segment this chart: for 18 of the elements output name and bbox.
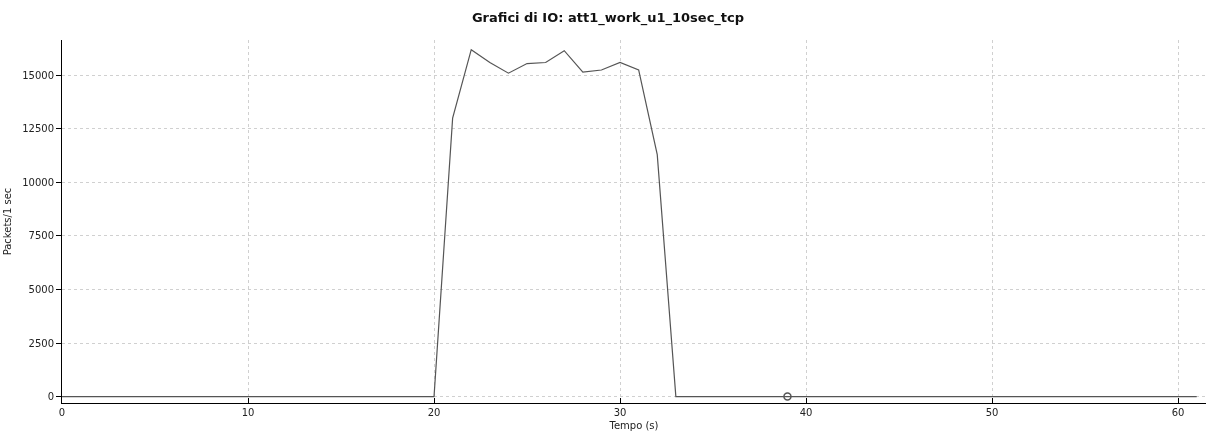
x-tick-label: 50 — [985, 407, 999, 418]
y-tick-label: 10000 — [22, 176, 54, 188]
y-tick-label: 5000 — [28, 284, 54, 295]
x-tick-label: 40 — [799, 407, 813, 418]
y-tick-label: 2500 — [28, 337, 54, 349]
y-tick-label: 12500 — [22, 123, 54, 135]
x-tick-label: 10 — [241, 407, 255, 418]
x-tick-label: 0 — [58, 407, 66, 418]
y-tick-label: 15000 — [22, 69, 54, 81]
y-tick-label: 0 — [47, 391, 54, 403]
x-tick-label: 30 — [613, 407, 627, 418]
line-series — [62, 49, 1198, 398]
x-axis-title: Tempo (s) — [608, 419, 659, 431]
chart-title: Grafici di IO: att1_work_u1_10sec_tcp — [471, 10, 745, 27]
x-tick-label: 60 — [1171, 407, 1185, 418]
x-tick-label: 20 — [427, 407, 441, 418]
y-axis-title: Packets/1 sec — [2, 187, 14, 256]
y-tick-label: 7500 — [28, 230, 54, 242]
